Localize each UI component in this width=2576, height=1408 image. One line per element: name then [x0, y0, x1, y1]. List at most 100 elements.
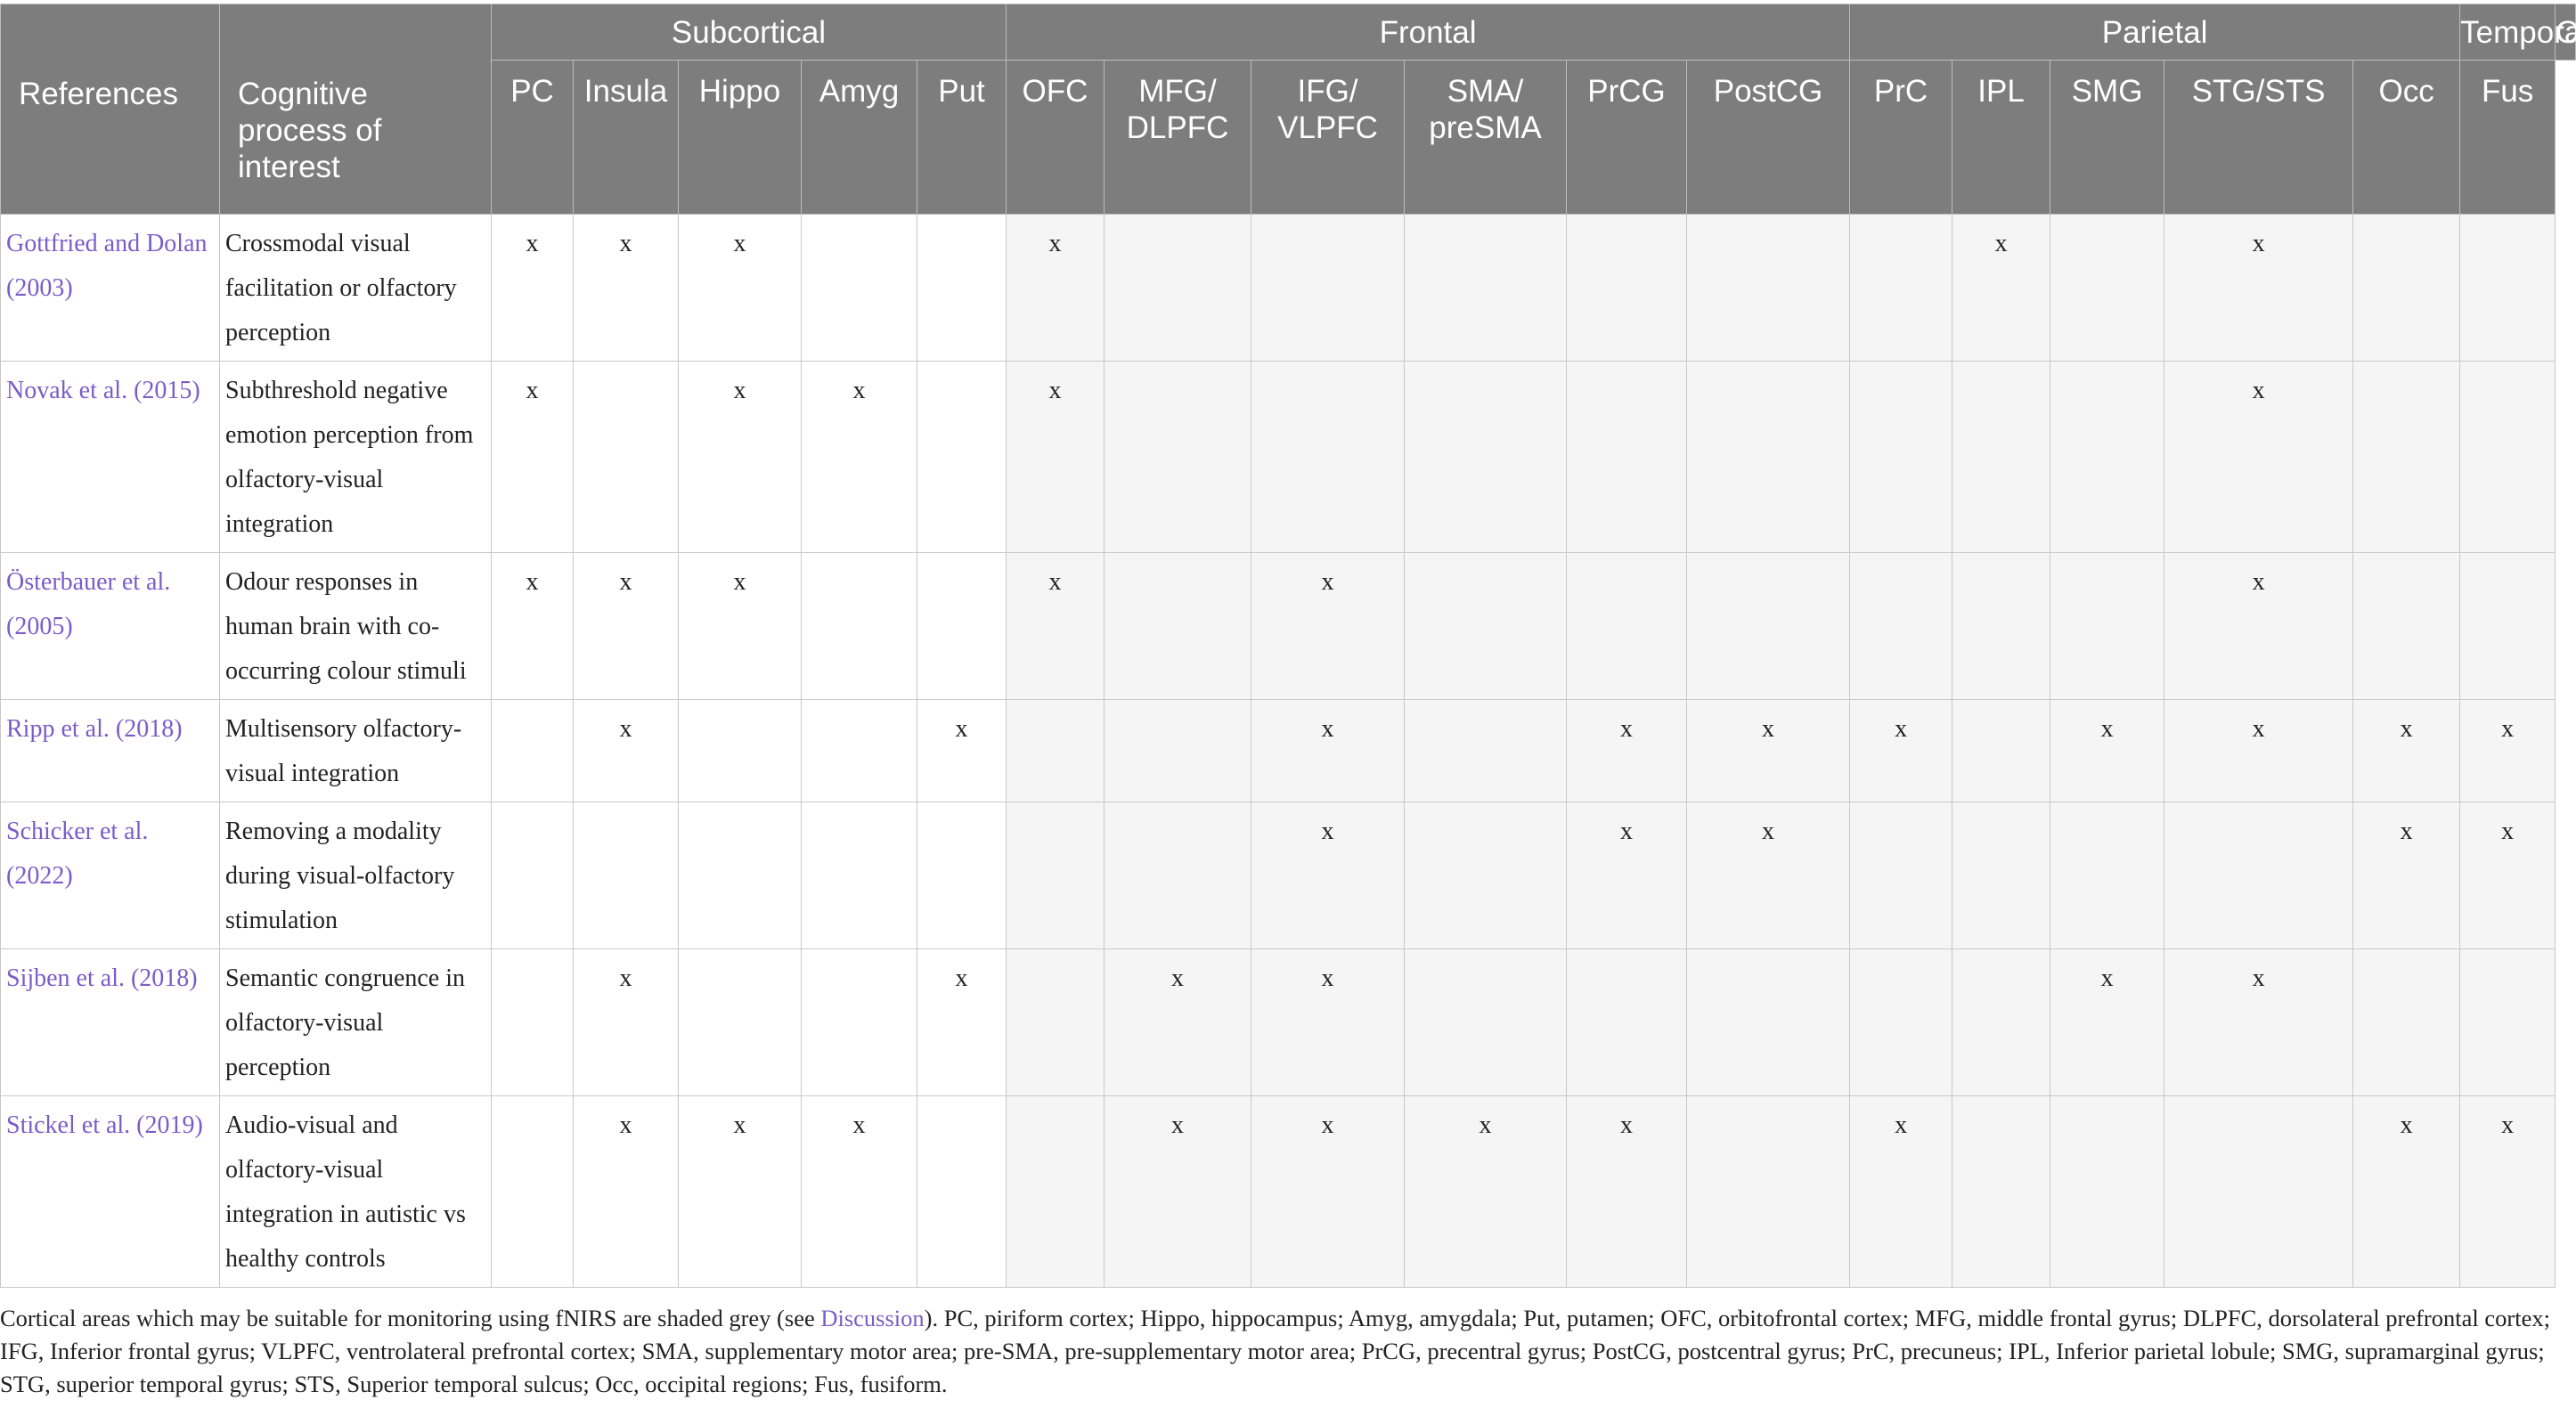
region-mark-cell: x [491, 552, 574, 700]
region-mark-cell: x [2459, 1095, 2556, 1288]
region-mark-cell [1404, 552, 1567, 700]
column-header: IPL [1952, 60, 2051, 215]
region-mark-cell [2352, 948, 2461, 1096]
table-footnote: Cortical areas which may be suitable for… [0, 1302, 2565, 1401]
region-mark-cell [1566, 552, 1687, 700]
region-mark-cell [2459, 552, 2556, 700]
region-mark-cell [2459, 361, 2556, 553]
region-mark-cell [1404, 699, 1567, 802]
region-mark-cell [1685, 361, 1851, 553]
region-mark-cell: x [573, 948, 679, 1096]
region-mark-cell [2050, 214, 2165, 362]
column-header: Put [917, 60, 1007, 215]
region-mark-cell [1104, 552, 1251, 700]
region-mark-cell: x [1251, 948, 1405, 1096]
region-mark-cell: x [1006, 214, 1105, 362]
references-header: References [0, 4, 220, 215]
column-header: PostCG [1685, 60, 1851, 215]
reference-link[interactable]: Novak et al. (2015) [6, 377, 200, 404]
cognitive-process-cell: Crossmodal visual facilitation or olfact… [219, 214, 492, 362]
cognitive-process-cell: Audio-visual and olfactory-visual integr… [219, 1095, 492, 1288]
region-mark-cell: x [1104, 1095, 1251, 1288]
discussion-link[interactable]: Discussion [820, 1305, 925, 1331]
region-mark-cell [2164, 802, 2354, 949]
region-mark-cell: x [2352, 1095, 2461, 1288]
reference-cell: Schicker et al. (2022) [0, 802, 220, 949]
region-mark-cell: x [801, 1095, 917, 1288]
region-mark-cell [1952, 802, 2051, 949]
reference-link[interactable]: Stickel et al. (2019) [6, 1111, 203, 1139]
region-mark-cell: x [917, 699, 1007, 802]
reference-cell: Ripp et al. (2018) [0, 699, 220, 802]
region-mark-cell [1952, 552, 2051, 700]
table-row: Schicker et al. (2022) Removing a modalit… [0, 802, 2576, 949]
region-mark-cell [917, 802, 1007, 949]
group-header-frontal: Frontal [1005, 4, 1851, 61]
region-mark-cell [1006, 1095, 1105, 1288]
column-header: PrCG [1566, 60, 1687, 215]
table-row: Stickel et al. (2019) Audio-visual and ol… [0, 1095, 2576, 1288]
region-mark-cell: x [1685, 699, 1851, 802]
group-header-parietal: Parietal [1849, 4, 2461, 61]
column-header-row: PC Insula Hippo Amyg Put OFC MFG/ DLPFC IFG/ VL… [1, 60, 2576, 215]
region-mark-cell: x [678, 361, 802, 553]
column-header: MFG/ DLPFC [1104, 60, 1251, 215]
region-mark-cell: x [573, 552, 679, 700]
region-mark-cell [1849, 214, 1953, 362]
region-mark-cell: x [2050, 948, 2165, 1096]
column-header: Amyg [801, 60, 917, 215]
region-mark-cell: x [1849, 699, 1953, 802]
group-header-temporal: Temporal [2459, 4, 2576, 61]
region-mark-cell: x [917, 948, 1007, 1096]
regions-table: References Cognitive process of interest… [0, 4, 2576, 1288]
region-mark-cell: x [2164, 948, 2354, 1096]
region-mark-cell: x [1006, 361, 1105, 553]
reference-link[interactable]: Sijben et al. (2018) [6, 964, 198, 992]
region-mark-cell [1849, 361, 1953, 553]
region-mark-cell [2050, 361, 2165, 553]
table-body: Gottfried and Dolan (2003) Crossmodal vis… [0, 214, 2576, 1288]
group-header-row: References Cognitive process of interest… [0, 4, 2576, 215]
region-mark-cell [1849, 552, 1953, 700]
region-mark-cell [678, 948, 802, 1096]
region-mark-cell [1566, 214, 1687, 362]
region-mark-cell [1404, 361, 1567, 553]
region-mark-cell [2164, 1095, 2354, 1288]
column-header: PrC [1849, 60, 1953, 215]
cognitive-process-cell: Semantic congruence in olfactory-visual … [219, 948, 492, 1096]
region-mark-cell [1685, 948, 1851, 1096]
region-mark-cell: x [1251, 802, 1405, 949]
region-mark-cell [491, 699, 574, 802]
region-mark-cell [801, 948, 917, 1096]
region-mark-cell: x [1251, 552, 1405, 700]
region-mark-cell [1104, 361, 1251, 553]
region-mark-cell [678, 699, 802, 802]
footnote-text-before: Cortical areas which may be suitable for… [0, 1305, 821, 1331]
reference-link[interactable]: Österbauer et al. (2005) [6, 568, 171, 640]
group-header-subcortical: Subcortical [491, 4, 1007, 61]
region-mark-cell [801, 802, 917, 949]
cognitive-process-cell: Odour responses in human brain with co-o… [219, 552, 492, 700]
reference-cell: Österbauer et al. (2005) [0, 552, 220, 700]
reference-link[interactable]: Gottfried and Dolan (2003) [6, 230, 208, 302]
reference-link[interactable]: Schicker et al. (2022) [6, 818, 149, 890]
reference-link[interactable]: Ripp et al. (2018) [6, 715, 183, 743]
region-mark-cell [573, 802, 679, 949]
table-row: Gottfried and Dolan (2003) Crossmodal vis… [0, 214, 2576, 362]
region-mark-cell [1685, 214, 1851, 362]
column-header: Fus [2459, 60, 2556, 215]
region-mark-cell [1685, 1095, 1851, 1288]
reference-cell: Gottfried and Dolan (2003) [0, 214, 220, 362]
region-mark-cell: x [2164, 552, 2354, 700]
region-mark-cell: x [1251, 699, 1405, 802]
region-mark-cell: x [2352, 699, 2461, 802]
region-mark-cell [801, 552, 917, 700]
table-row: Sijben et al. (2018) Semantic congruence … [0, 948, 2576, 1096]
column-header: OFC [1006, 60, 1105, 215]
region-mark-cell: x [2050, 699, 2165, 802]
region-mark-cell: x [1685, 802, 1851, 949]
region-mark-cell [1566, 361, 1687, 553]
region-mark-cell [2352, 552, 2461, 700]
region-mark-cell [573, 361, 679, 553]
region-mark-cell: x [2164, 699, 2354, 802]
